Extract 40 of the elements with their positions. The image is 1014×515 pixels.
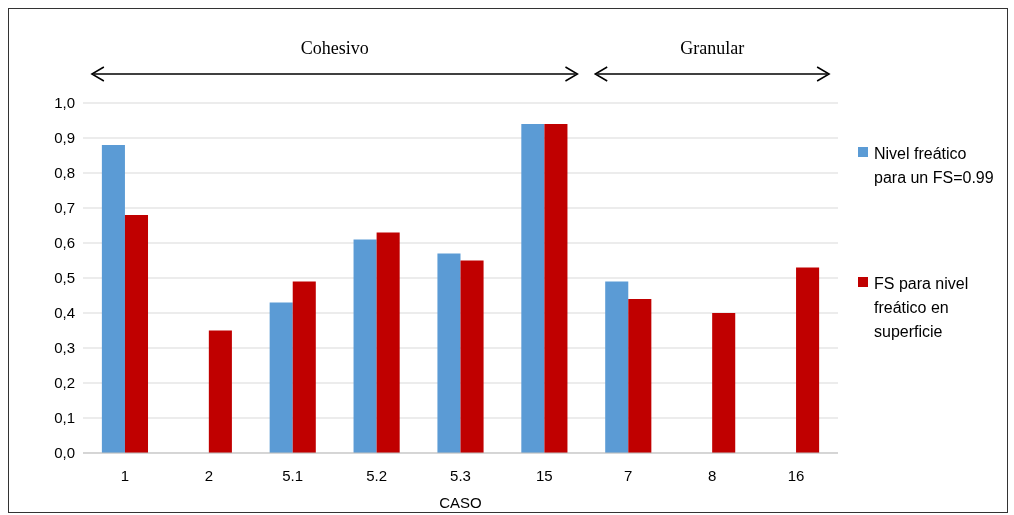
x-tick-label: 16 bbox=[787, 467, 805, 484]
y-tick-label: 0,7 bbox=[54, 199, 75, 217]
x-tick-label: 15 bbox=[536, 467, 553, 484]
bar bbox=[628, 299, 652, 453]
x-tick-label: 5.2 bbox=[366, 467, 388, 484]
legend-label: Nivel freático para un FS=0.99 bbox=[874, 144, 994, 186]
y-tick-label: 0,4 bbox=[54, 304, 75, 322]
bar bbox=[521, 124, 545, 453]
bar bbox=[544, 124, 568, 453]
y-tick-label: 0,8 bbox=[54, 164, 75, 182]
y-tick-label: 0,3 bbox=[54, 339, 75, 357]
x-tick-label: 1 bbox=[120, 467, 130, 484]
y-tick-label: 0,9 bbox=[54, 129, 75, 147]
x-axis-title: CASO bbox=[439, 494, 482, 511]
y-tick-label: 0,1 bbox=[54, 409, 75, 427]
bar bbox=[460, 260, 484, 453]
x-tick-label: 5.1 bbox=[282, 467, 304, 484]
x-tick-label: 8 bbox=[707, 467, 717, 484]
x-tick-label: 2 bbox=[204, 467, 214, 484]
bar bbox=[712, 313, 736, 453]
y-tick-label: 0,5 bbox=[54, 269, 75, 287]
x-tick-label: 5.3 bbox=[450, 467, 471, 484]
bar bbox=[124, 215, 149, 453]
bar bbox=[437, 253, 461, 453]
bar bbox=[269, 302, 293, 453]
bar bbox=[208, 330, 232, 453]
bar bbox=[605, 281, 629, 453]
y-tick-label: 1,0 bbox=[54, 94, 75, 112]
bar bbox=[376, 232, 400, 453]
legend-label: FS para nivel freático en superficie bbox=[874, 274, 969, 340]
y-tick-label: 0,2 bbox=[54, 374, 75, 392]
text: Granular bbox=[680, 38, 745, 58]
bar bbox=[353, 239, 377, 453]
text: Cohesivo bbox=[300, 38, 369, 58]
y-tick-label: 0,6 bbox=[54, 234, 75, 252]
y-tick-label: 0,0 bbox=[54, 444, 75, 462]
bar bbox=[101, 145, 125, 453]
x-tick-label: 7 bbox=[624, 467, 633, 484]
bar bbox=[292, 281, 316, 453]
bar bbox=[796, 267, 820, 453]
